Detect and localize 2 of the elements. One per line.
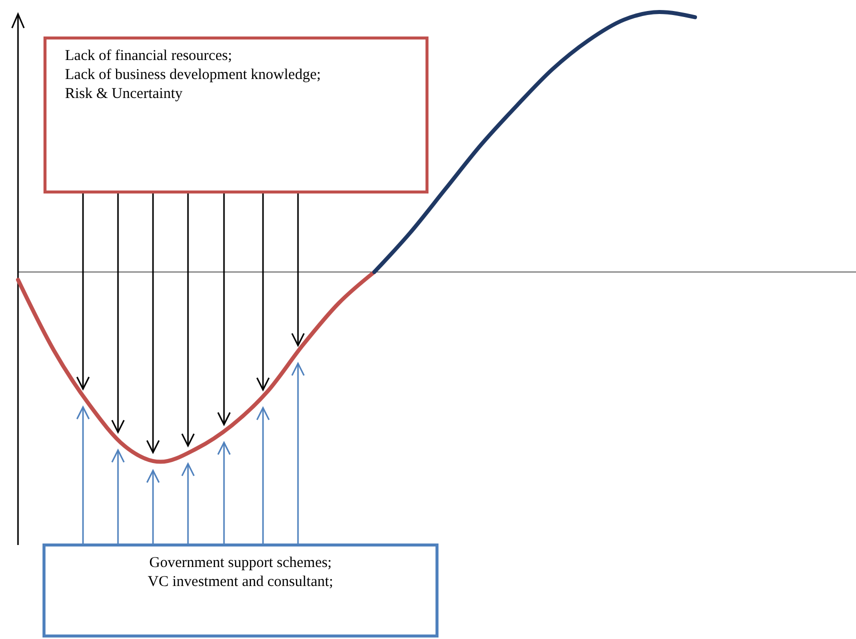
annotation: Lack of financial resources; Lack of business development knowledge; Risk & Uncertainty (65, 48, 321, 102)
text: Government support schemes; VC investment and consultant; (148, 555, 334, 590)
